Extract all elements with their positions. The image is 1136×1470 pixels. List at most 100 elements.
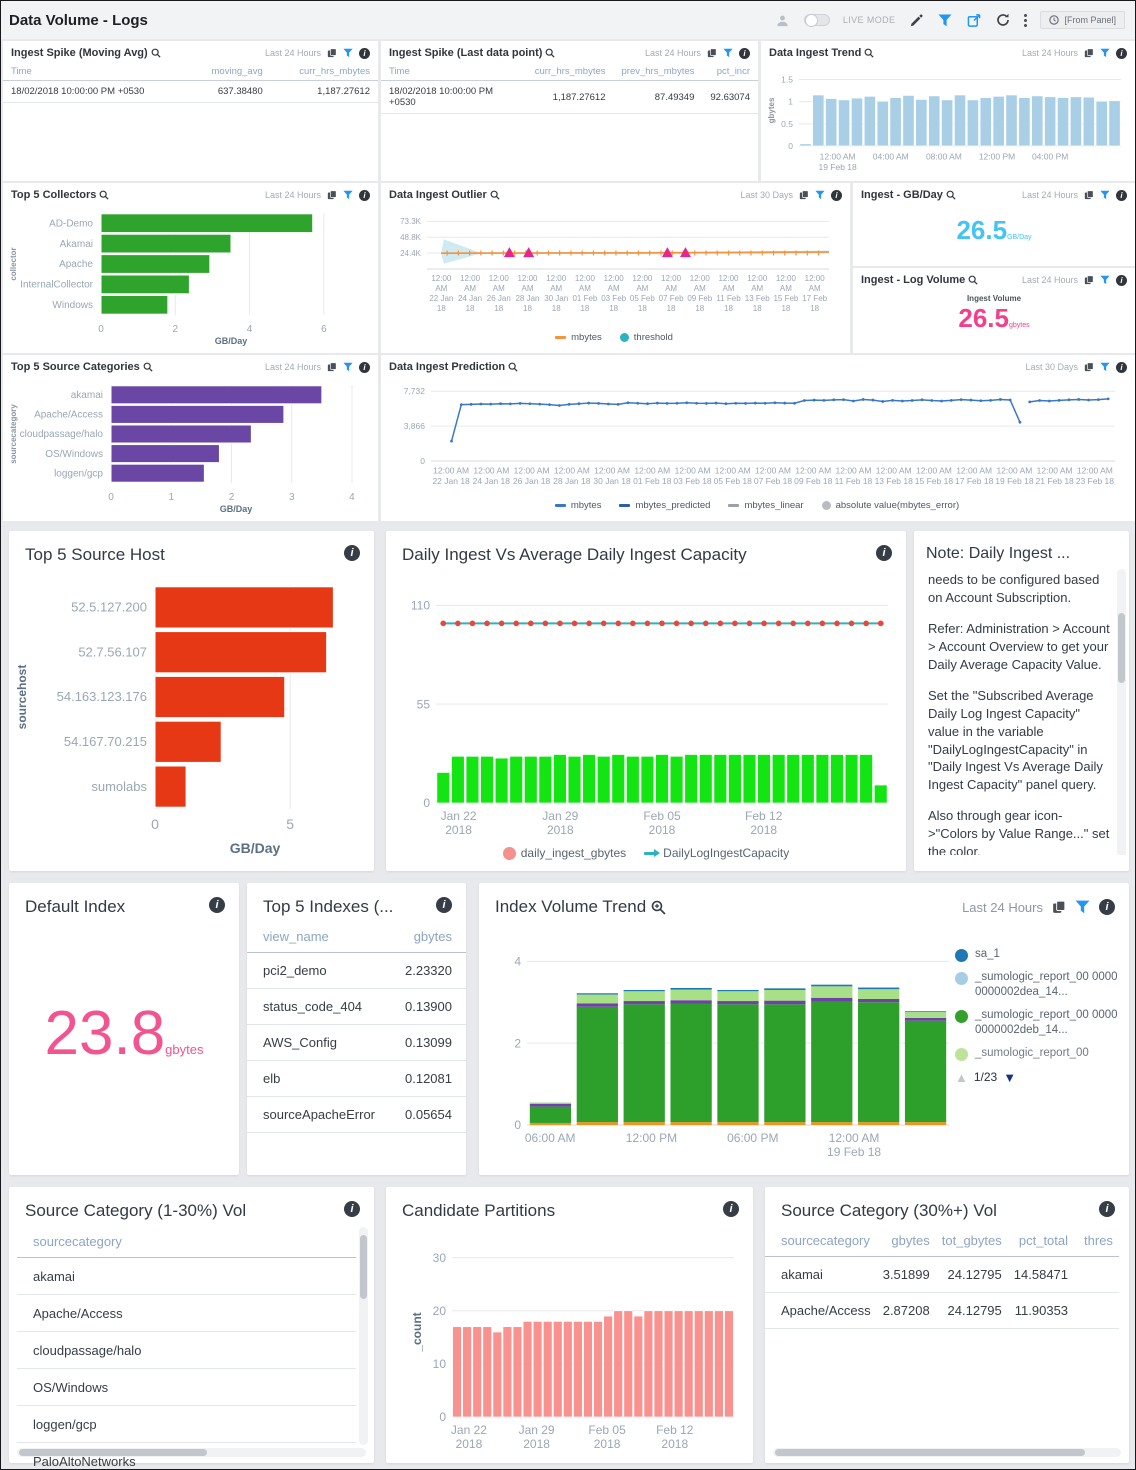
user-icon[interactable] [775,12,791,28]
filter-icon[interactable] [1075,900,1090,914]
legend-item[interactable]: mbytes_predicted [619,500,710,511]
table-row[interactable]: akamai 3.51899 24.12795 14.58471 [765,1256,1119,1293]
list-item[interactable]: OS/Windows [17,1369,356,1406]
table-row[interactable]: pci2_demo 2.23320 [247,952,466,989]
list-item[interactable]: cloudpassage/halo [17,1332,356,1369]
list-item[interactable]: PaloAltoNetworks [33,1454,136,1469]
filter-icon[interactable] [937,12,953,28]
legend-item[interactable]: daily_ingest_gbytes [502,846,626,860]
table-row[interactable]: sourceApacheError 0.05654 [247,1096,466,1133]
info-icon[interactable]: i [1116,189,1127,201]
info-icon[interactable]: i [359,189,370,201]
info-icon[interactable]: i [209,897,225,913]
daily-ingest-chart: 0 55 110 Jan 22 2018 Jan 29 2018 Feb 05 2018 Feb … [396,583,896,863]
svg-text:12:00 AM: 12:00 AM [795,466,831,476]
copy-icon[interactable] [1084,48,1094,58]
info-icon[interactable]: i [876,545,892,561]
filter-icon[interactable] [343,362,353,372]
zoom-icon[interactable] [490,190,500,200]
filter-icon[interactable] [723,48,733,58]
zoom-icon[interactable] [968,275,978,285]
legend-item[interactable]: mbytes [554,500,601,511]
table-row[interactable]: 18/02/2018 10:00:00 PM +0530 1,187.27612 8… [381,80,758,114]
edit-icon[interactable] [908,12,924,28]
note-scrollbar[interactable] [1117,569,1126,855]
legend-item[interactable]: threshold [619,332,673,343]
legend-item[interactable]: _sumologic_report_00 00000000002dea_14..… [955,970,1121,1000]
legend-item[interactable]: mbytes [555,332,602,343]
filter-icon[interactable] [343,190,353,200]
info-icon[interactable]: i [1116,47,1127,59]
copy-icon[interactable] [1052,900,1066,914]
info-icon[interactable]: i [831,189,842,201]
info-icon[interactable]: i [1116,274,1127,286]
more-menu-icon[interactable] [1024,13,1028,27]
list-item[interactable]: loggen/gcp [17,1406,356,1443]
info-icon[interactable]: i [436,897,452,913]
info-icon[interactable]: i [1099,899,1115,915]
info-icon[interactable]: i [344,545,360,561]
share-icon[interactable] [966,12,982,28]
table-row[interactable]: elb 0.12081 [247,1060,466,1097]
filter-icon[interactable] [1100,48,1110,58]
zoom-icon[interactable] [508,362,518,372]
info-icon[interactable]: i [359,47,370,59]
copy-icon[interactable] [327,48,337,58]
table-row[interactable]: status_code_404 0.13900 [247,988,466,1025]
info-icon[interactable]: i [723,1201,739,1217]
copy-icon[interactable] [1084,275,1094,285]
copy-icon[interactable] [1084,190,1094,200]
svg-text:AM: AM [608,284,620,293]
svg-text:52.5.127.200: 52.5.127.200 [71,600,147,615]
copy-icon[interactable] [1084,362,1094,372]
time-range-selector[interactable]: [From Panel] [1040,11,1125,29]
info-icon[interactable]: i [1099,1201,1115,1217]
list-hscrollbar[interactable] [17,1448,366,1457]
list-vscrollbar[interactable] [359,1227,368,1445]
copy-icon[interactable] [799,190,809,200]
legend-item[interactable]: absolute value(mbytes_error) [821,500,959,511]
table-row[interactable]: 18/02/2018 10:00:00 PM +0530 637.38480 1,1… [3,80,378,103]
legend-item[interactable]: _sumologic_report_00 [955,1046,1121,1062]
filter-icon[interactable] [1100,190,1110,200]
legend-item[interactable]: DailyLogIngestCapacity [644,846,789,860]
svg-text:52.7.56.107: 52.7.56.107 [78,644,147,659]
ingest-log-volume-unit: gbytes [1008,322,1030,329]
copy-icon[interactable] [327,362,337,372]
filter-icon[interactable] [1100,362,1110,372]
legend-item[interactable]: mbytes_linear [728,500,804,511]
zoom-icon[interactable] [99,190,109,200]
table-row[interactable]: AWS_Config 0.13099 [247,1024,466,1061]
list-item[interactable]: akamai [17,1258,356,1295]
legend-item[interactable]: _sumologic_report_00 00000000002deb_14..… [955,1008,1121,1038]
info-icon[interactable]: i [344,1201,360,1217]
list-item[interactable]: Apache/Access [17,1295,356,1332]
filter-icon[interactable] [815,190,825,200]
copy-icon[interactable] [327,190,337,200]
filter-icon[interactable] [1100,275,1110,285]
table-row[interactable]: Apache/Access 2.87208 24.12795 11.90353 [765,1292,1119,1329]
zoom-icon[interactable] [651,900,666,915]
info-icon[interactable]: i [739,47,750,59]
zoom-icon[interactable] [946,190,956,200]
zoom-icon[interactable] [143,362,153,372]
svg-text:Apache: Apache [59,259,93,270]
refresh-icon[interactable] [995,12,1011,28]
zoom-icon[interactable] [151,48,161,58]
legend-item[interactable]: sa_1 [955,947,1121,962]
copy-icon[interactable] [707,48,717,58]
zoom-icon[interactable] [864,48,874,58]
filter-icon[interactable] [343,48,353,58]
live-mode-toggle[interactable] [803,14,830,27]
legend-page-down[interactable]: ▼ [1003,1069,1017,1085]
svg-text:AD-Demo: AD-Demo [49,218,93,229]
info-icon[interactable]: i [359,361,370,373]
info-icon[interactable]: i [1116,361,1127,373]
panel-time-range: Last 30 Days [1025,362,1078,372]
legend-page-up[interactable]: ▲ [955,1069,968,1085]
panel-data-ingest-outlier: Data Ingest Outlier Last 30 Days i 24.4K… [381,183,850,353]
table-hscrollbar[interactable] [773,1448,1121,1457]
svg-text:12:00 AM: 12:00 AM [473,466,509,476]
zoom-icon[interactable] [545,48,556,58]
